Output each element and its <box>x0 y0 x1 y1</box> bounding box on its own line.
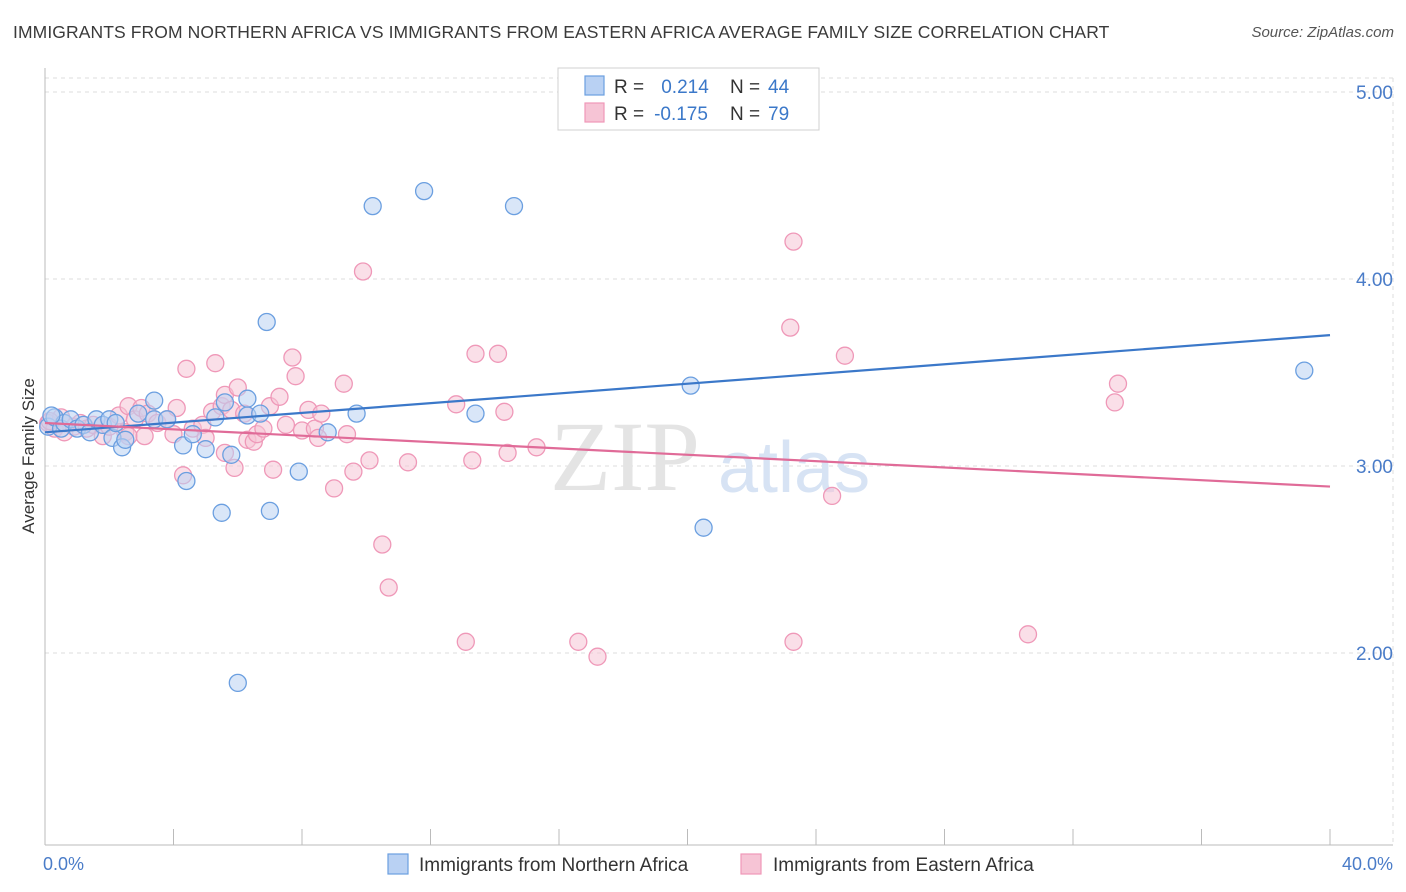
watermark-atlas: atlas <box>718 428 870 508</box>
x-tick-label-max: 40.0% <box>1342 854 1393 874</box>
chart-title: IMMIGRANTS FROM NORTHERN AFRICA VS IMMIG… <box>13 22 1110 42</box>
point-eastern-africa-55 <box>360 451 379 470</box>
point-northern-africa-18 <box>145 391 164 410</box>
legend-r-value-pink: -0.175 <box>654 104 708 125</box>
point-northern-africa-32 <box>260 501 280 521</box>
point-eastern-africa-72 <box>822 486 842 506</box>
point-eastern-africa-43 <box>283 348 302 367</box>
point-northern-africa-17 <box>157 410 177 429</box>
point-eastern-africa-73 <box>835 346 855 365</box>
point-northern-africa-42 <box>1295 361 1314 380</box>
point-northern-africa-12 <box>106 413 125 433</box>
point-eastern-africa-63 <box>488 344 508 363</box>
legend-swatch-pink <box>584 102 605 123</box>
point-eastern-africa-65 <box>498 443 517 463</box>
point-northern-africa-39 <box>504 196 524 216</box>
point-eastern-africa-41 <box>270 387 289 406</box>
point-northern-africa-25 <box>215 393 235 412</box>
point-eastern-africa-23 <box>177 359 196 378</box>
point-eastern-africa-52 <box>337 425 357 444</box>
series-swatch-northern-africa <box>387 853 409 875</box>
point-eastern-africa-56 <box>373 535 392 554</box>
point-eastern-africa-71 <box>784 232 803 251</box>
series-name-northern-africa: Immigrants from Northern Africa <box>419 855 689 876</box>
point-northern-africa-21 <box>183 425 202 444</box>
y-tick-label-3: 5.00 <box>1356 83 1393 104</box>
point-northern-africa-27 <box>228 673 247 693</box>
trend-lines <box>44 334 1331 488</box>
point-eastern-africa-28 <box>206 354 225 373</box>
point-northern-africa-28 <box>238 389 257 408</box>
point-eastern-africa-69 <box>784 632 803 651</box>
point-eastern-africa-68 <box>588 647 607 666</box>
axes <box>44 68 1393 846</box>
point-eastern-africa-61 <box>463 451 482 470</box>
series-name-eastern-africa: Immigrants from Eastern Africa <box>773 855 1034 876</box>
legend-n-value-pink: 79 <box>768 104 789 125</box>
y-tick-label-1: 3.00 <box>1356 457 1393 478</box>
point-eastern-africa-40 <box>263 460 283 479</box>
trend-line-eastern-africa <box>44 421 1331 488</box>
point-eastern-africa-49 <box>312 404 331 423</box>
series-swatch-eastern-africa <box>740 853 762 875</box>
legend-swatch-blue <box>584 75 605 96</box>
point-northern-africa-22 <box>196 440 215 459</box>
point-northern-africa-30 <box>251 404 270 423</box>
point-eastern-africa-53 <box>344 462 363 481</box>
point-northern-africa-24 <box>212 503 231 522</box>
point-northern-africa-33 <box>289 462 308 481</box>
watermark-zip: ZIP <box>550 401 700 512</box>
y-axis-label: Average Family Size <box>19 378 38 534</box>
point-northern-africa-14 <box>116 430 135 449</box>
point-eastern-africa-51 <box>334 374 353 393</box>
series-legend: Immigrants from Northern Africa Immigran… <box>387 853 1034 876</box>
point-northern-africa-37 <box>414 181 434 201</box>
point-northern-africa-31 <box>257 312 276 332</box>
point-eastern-africa-50 <box>324 479 344 498</box>
point-eastern-africa-57 <box>379 578 398 597</box>
point-northern-africa-38 <box>466 404 485 423</box>
point-northern-africa-26 <box>222 445 241 464</box>
legend-n-label-blue: N = <box>730 77 760 98</box>
point-eastern-africa-74 <box>1018 625 1038 644</box>
legend-n-value-blue: 44 <box>768 77 790 98</box>
point-eastern-africa-58 <box>398 453 418 472</box>
point-northern-africa-41 <box>694 518 713 537</box>
point-eastern-africa-75 <box>1105 393 1124 412</box>
x-tick-labels: 0.0% 40.0% <box>43 854 1393 874</box>
point-eastern-africa-44 <box>286 367 305 386</box>
stats-legend: R = 0.214 N = 44 R = -0.175 N = 79 <box>557 67 820 131</box>
point-northern-africa-20 <box>177 471 196 491</box>
y-tick-label-0: 2.00 <box>1356 644 1393 665</box>
point-eastern-africa-76 <box>1108 374 1128 393</box>
x-tick-label-min: 0.0% <box>43 854 84 874</box>
legend-r-label-blue: R = <box>614 77 644 98</box>
point-eastern-africa-67 <box>569 632 588 651</box>
point-eastern-africa-60 <box>456 632 475 651</box>
watermark: ZIP atlas <box>550 401 870 512</box>
point-northern-africa-43 <box>42 406 61 425</box>
y-tick-label-2: 4.00 <box>1356 270 1393 291</box>
point-eastern-africa-54 <box>353 262 373 281</box>
point-eastern-africa-17 <box>135 426 154 446</box>
trend-line-northern-africa <box>44 334 1331 434</box>
point-eastern-africa-59 <box>447 395 466 414</box>
source-credit: Source: ZipAtlas.com <box>1251 24 1394 41</box>
legend-n-label-pink: N = <box>730 104 760 125</box>
point-eastern-africa-42 <box>276 415 296 435</box>
point-northern-africa-23 <box>206 408 225 427</box>
point-northern-africa-15 <box>129 404 148 423</box>
point-eastern-africa-64 <box>495 402 514 421</box>
y-tick-labels: 2.00 3.00 4.00 5.00 <box>1356 83 1393 665</box>
legend-r-label-pink: R = <box>614 104 644 125</box>
point-eastern-africa-70 <box>781 318 800 337</box>
point-northern-africa-36 <box>363 196 382 216</box>
point-northern-africa-40 <box>681 376 700 395</box>
point-eastern-africa-62 <box>466 344 485 363</box>
legend-r-value-blue: 0.214 <box>661 77 709 98</box>
